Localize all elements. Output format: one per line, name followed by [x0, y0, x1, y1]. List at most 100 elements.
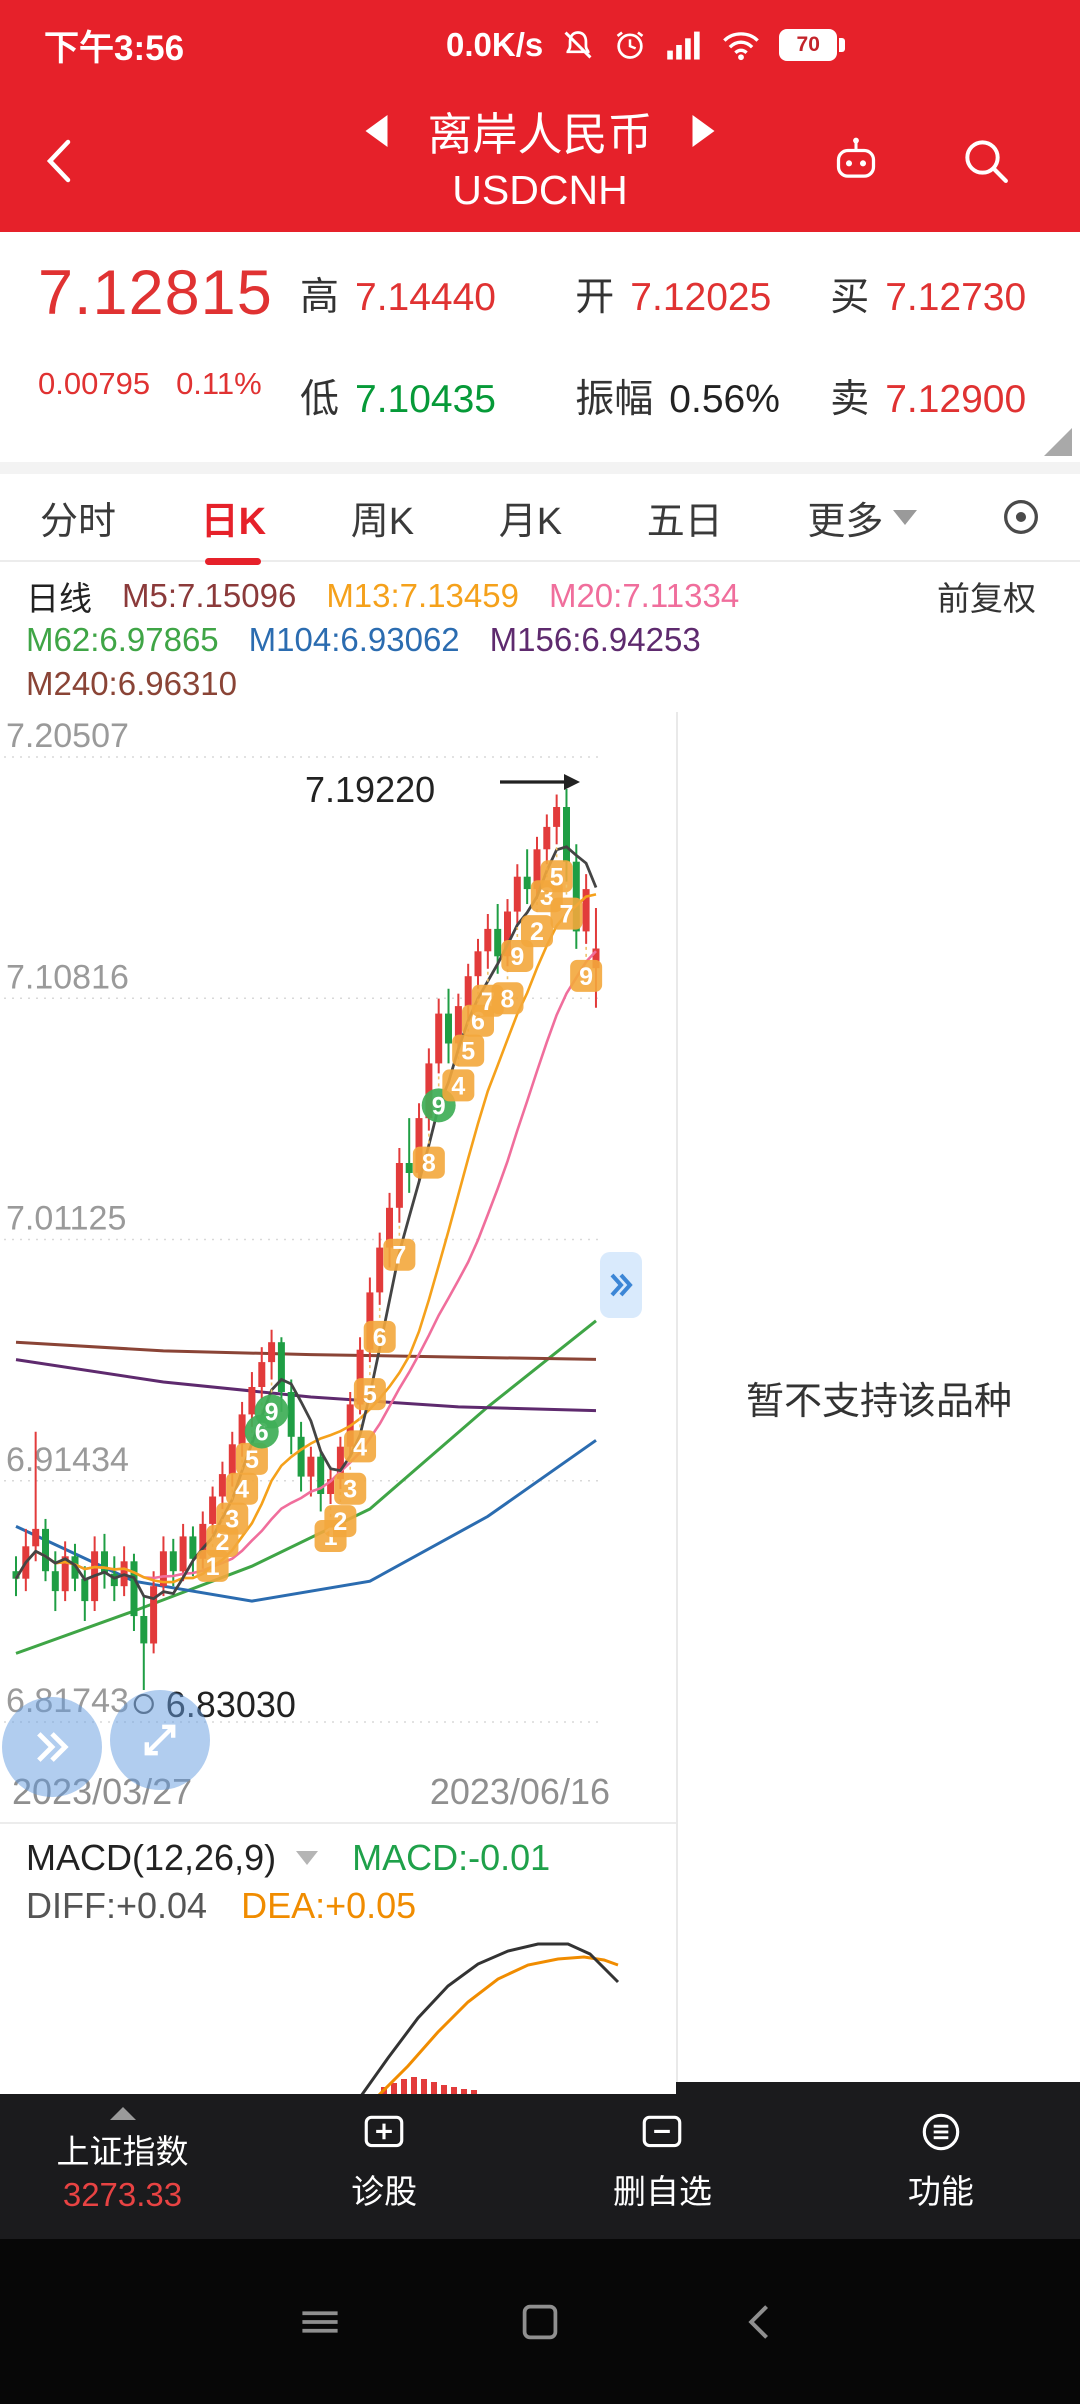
drag-up-icon — [109, 2107, 136, 2120]
svg-text:4: 4 — [451, 1072, 465, 1100]
tab-minute[interactable]: 分时 — [40, 500, 117, 543]
tab-monthly-k[interactable]: 月K — [498, 500, 563, 543]
svg-text:4: 4 — [353, 1433, 367, 1461]
tab-weekly-k[interactable]: 周K — [350, 500, 415, 543]
quote-field-high: 高 7.14440 — [300, 276, 496, 319]
battery-icon: 70 — [779, 28, 846, 62]
svg-text:2: 2 — [530, 918, 544, 946]
android-navigation-bar — [0, 2239, 1080, 2404]
unsupported-message: 暂不支持该品种 — [745, 1380, 1012, 1423]
svg-text:5: 5 — [461, 1038, 475, 1066]
clock: 下午3:56 — [44, 28, 185, 68]
index-value: 3273.33 — [62, 2176, 183, 2213]
ma104-value: M104:6.93062 — [248, 621, 460, 658]
index-name: 上证指数 — [56, 2133, 189, 2170]
svg-text:7.20507: 7.20507 — [6, 717, 129, 755]
wifi-icon — [721, 28, 761, 62]
svg-text:3: 3 — [343, 1476, 357, 1504]
symbol-code: USDCNH — [452, 167, 628, 213]
tab-five-day[interactable]: 五日 — [646, 500, 723, 543]
chart-fullscreen-button[interactable] — [110, 1690, 210, 1790]
svg-text:8: 8 — [501, 985, 515, 1013]
remove-watchlist-button[interactable]: 删自选 — [523, 2109, 801, 2213]
svg-text:2: 2 — [215, 1528, 229, 1556]
diagnose-icon — [360, 2109, 408, 2157]
quote-field-open: 开 7.12025 — [575, 276, 772, 319]
quote-panel: 7.12815 0.00795 0.11% 高 7.14440 开 7.12025 … — [0, 232, 1080, 462]
next-instrument-icon[interactable] — [692, 114, 715, 147]
status-bar: 下午3:56 0.0K/s 70 — [0, 0, 1080, 90]
svg-text:5: 5 — [363, 1381, 377, 1409]
ma20-value: M20:7.11334 — [548, 577, 740, 614]
quote-field-bid: 买 7.12730 — [830, 276, 1027, 319]
home-button[interactable] — [518, 2300, 562, 2344]
diagnose-stock-button[interactable]: 诊股 — [245, 2109, 523, 2213]
recents-button[interactable] — [298, 2300, 342, 2344]
prev-instrument-icon[interactable] — [365, 114, 388, 147]
svg-text:9: 9 — [510, 943, 524, 971]
svg-text:5: 5 — [245, 1446, 259, 1474]
index-quote-button[interactable]: 上证指数 3273.33 — [0, 2107, 245, 2214]
svg-text:7: 7 — [392, 1242, 406, 1270]
svg-text:3: 3 — [225, 1506, 239, 1534]
back-nav-button[interactable] — [738, 2300, 782, 2344]
svg-text:9: 9 — [432, 1092, 446, 1120]
macd-dea-value: DEA:+0.05 — [241, 1885, 417, 1926]
macd-diff-value: DIFF:+0.04 — [26, 1885, 208, 1926]
period-tab-bar: 分时 日K 周K 月K 五日 更多 — [0, 474, 1080, 562]
td-badges: 123456912345678945678923579 — [196, 847, 603, 1582]
svg-text:6: 6 — [373, 1324, 387, 1352]
macd-panel: MACD(12,26,9) MACD:-0.01 DIFF:+0.04 DEA:… — [0, 1822, 676, 2094]
svg-text:7.10816: 7.10816 — [6, 958, 129, 996]
app-header: 离岸人民币 USDCNH — [0, 90, 1080, 232]
kline-chart[interactable]: 7.205077.108167.011256.914346.8174312345… — [0, 712, 660, 1762]
back-button[interactable] — [0, 90, 120, 232]
kline-chart-area[interactable]: 7.205077.108167.011256.914346.8174312345… — [0, 712, 676, 1797]
tab-more[interactable]: 更多 — [803, 470, 921, 565]
ma156-value: M156:6.94253 — [489, 621, 701, 658]
macd-lines — [360, 1942, 620, 2094]
svg-text:7.01125: 7.01125 — [6, 1200, 126, 1238]
battery-level: 70 — [779, 29, 838, 61]
tab-daily-k[interactable]: 日K — [197, 470, 270, 565]
chevron-down-icon — [893, 509, 918, 525]
last-price: 7.12815 — [38, 258, 273, 328]
alarm-icon — [613, 28, 647, 62]
ma62-value: M62:6.97865 — [26, 621, 219, 658]
macd-value: MACD:-0.01 — [352, 1837, 551, 1878]
functions-button[interactable]: 功能 — [802, 2109, 1080, 2213]
price-change-percent: 0.11% — [176, 366, 262, 401]
svg-text:7.19220: 7.19220 — [305, 769, 435, 810]
ma5-value: M5:7.15096 — [122, 577, 297, 614]
period-label: 日线 — [26, 580, 92, 617]
ma13-value: M13:7.13459 — [326, 577, 519, 614]
macd-chart[interactable] — [26, 1934, 666, 2094]
assistant-robot-icon[interactable] — [828, 133, 884, 189]
search-icon[interactable] — [958, 133, 1014, 189]
chart-collapse-button[interactable] — [2, 1697, 102, 1797]
expand-right-panel-handle[interactable] — [600, 1252, 642, 1318]
quote-field-amplitude: 振幅 0.56% — [575, 378, 780, 421]
svg-text:8: 8 — [422, 1150, 436, 1178]
adjust-mode-button[interactable]: 前复权 — [937, 580, 1036, 617]
macd-label[interactable]: MACD(12,26,9) — [26, 1837, 277, 1878]
svg-text:2: 2 — [333, 1508, 347, 1536]
svg-text:1: 1 — [206, 1553, 220, 1581]
quote-field-ask: 卖 7.12900 — [830, 378, 1027, 421]
quote-expand-handle[interactable] — [1044, 428, 1072, 456]
svg-text:9: 9 — [265, 1399, 279, 1427]
ma-long-lines — [15, 1319, 597, 1655]
ma-short-lines — [14, 845, 598, 1601]
quote-field-low: 低 7.10435 — [300, 378, 496, 421]
bottom-toolbar: 上证指数 3273.33 诊股 删自选 功能 — [0, 2082, 1080, 2239]
svg-text:7: 7 — [481, 988, 495, 1016]
macd-dropdown-icon[interactable] — [296, 1851, 319, 1865]
menu-circle-icon — [917, 2109, 965, 2157]
network-speed: 0.0K/s — [446, 26, 544, 63]
signal-icon — [665, 28, 703, 62]
chart-settings-icon[interactable] — [998, 494, 1044, 540]
svg-text:4: 4 — [235, 1476, 249, 1504]
price-change: 0.00795 — [38, 366, 151, 401]
svg-text:7: 7 — [560, 901, 574, 929]
